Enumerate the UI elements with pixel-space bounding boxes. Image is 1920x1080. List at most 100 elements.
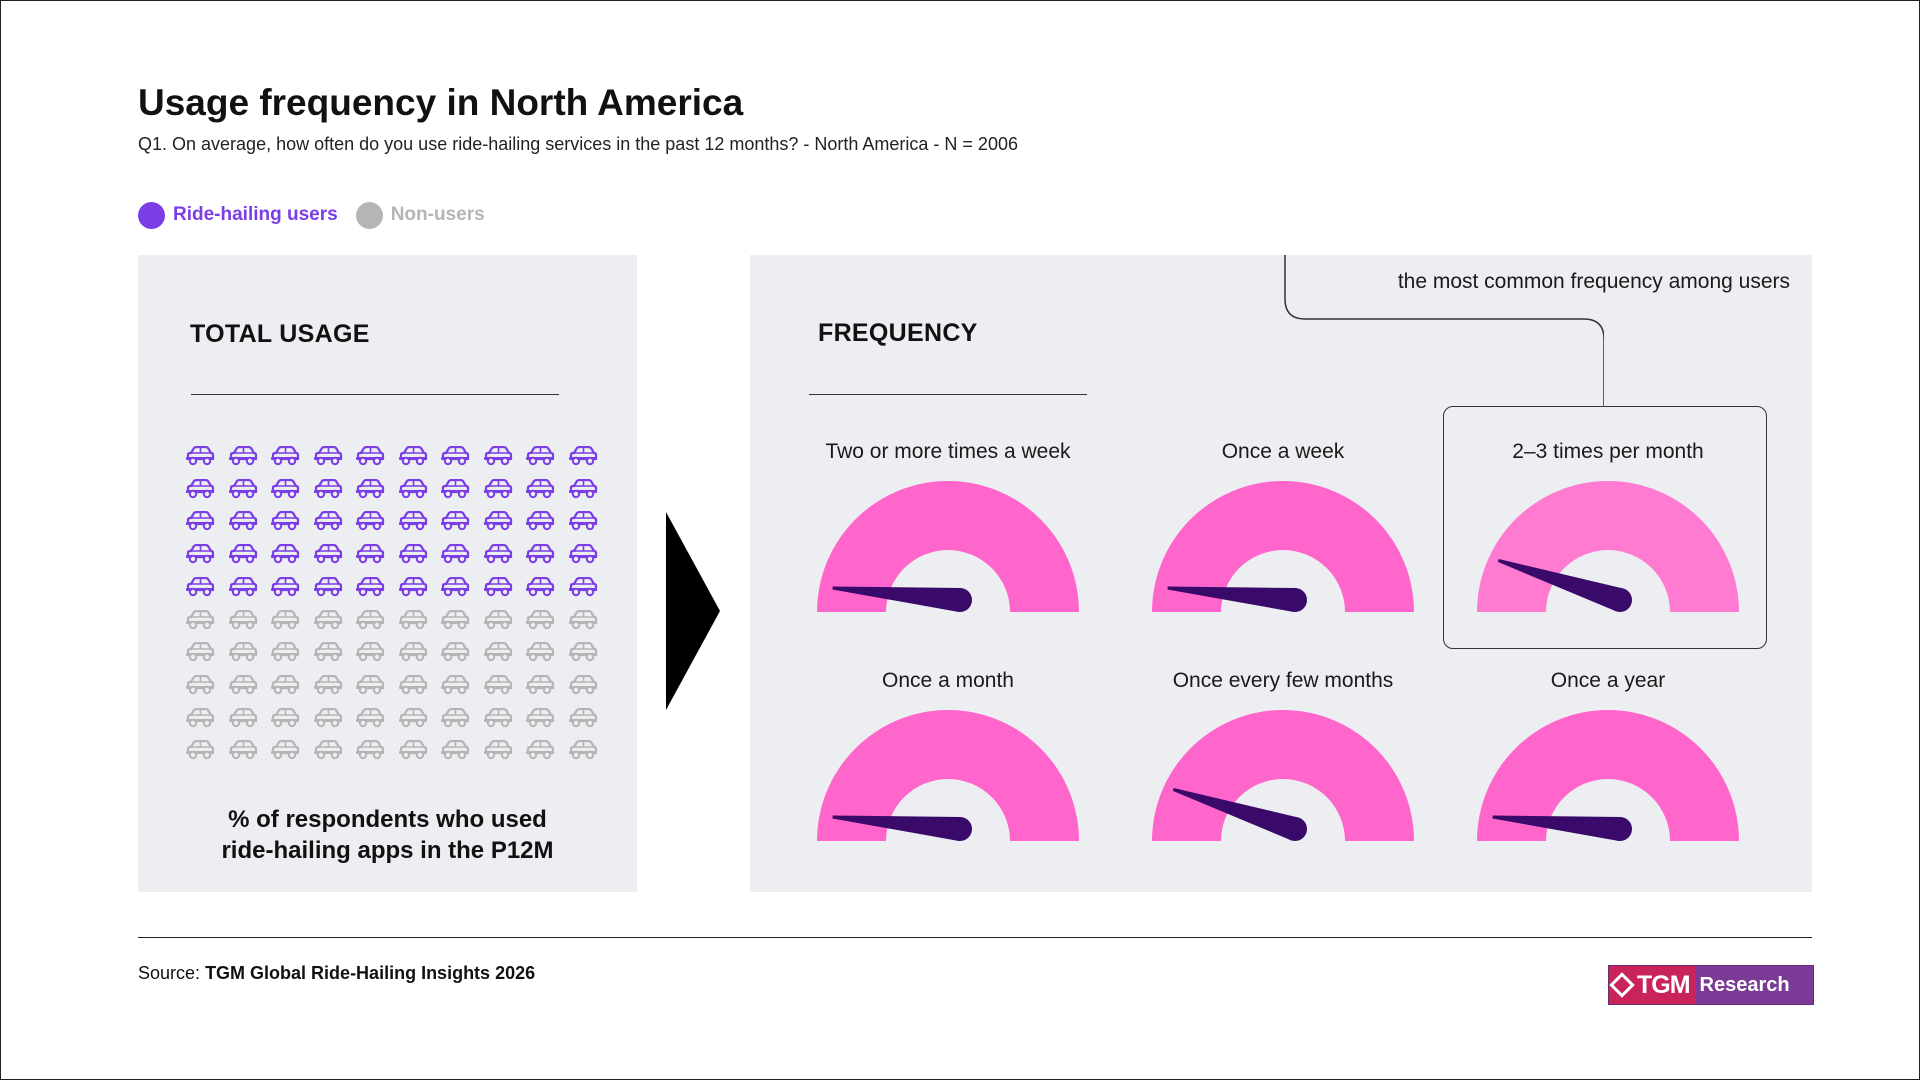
car-icon bbox=[398, 543, 428, 564]
car-icon bbox=[270, 609, 300, 630]
frequency-title: FREQUENCY bbox=[818, 319, 978, 347]
legend-dot-users bbox=[138, 201, 165, 229]
car-icon bbox=[568, 609, 598, 630]
car-icon bbox=[440, 707, 470, 728]
car-icon bbox=[398, 674, 428, 695]
car-icon bbox=[525, 576, 555, 597]
caption-line-2: ride-hailing apps in the P12M bbox=[221, 837, 554, 864]
gauge bbox=[817, 481, 1079, 612]
gauge-label: 2–3 times per month bbox=[1512, 440, 1704, 463]
caption-line-1: % of respondents who used bbox=[228, 806, 547, 833]
frequency-rule bbox=[809, 394, 1087, 395]
car-icon bbox=[228, 543, 258, 564]
highlight-box bbox=[1443, 406, 1767, 649]
car-icon bbox=[270, 511, 300, 531]
gauge-needle bbox=[1492, 815, 1622, 841]
car-icon bbox=[440, 740, 470, 760]
gauge-needle bbox=[1172, 788, 1299, 841]
car-icon bbox=[525, 445, 555, 466]
source-prefix: Source: bbox=[138, 963, 201, 983]
car-icon bbox=[440, 576, 470, 597]
gauge-label: Two or more times a week bbox=[825, 440, 1071, 463]
car-icon bbox=[398, 642, 428, 662]
car-icon bbox=[355, 543, 385, 564]
gauge-hub bbox=[1283, 588, 1307, 612]
car-icon bbox=[270, 445, 300, 466]
gauge-hub bbox=[1283, 817, 1307, 841]
car-icon bbox=[568, 511, 598, 531]
car-icon bbox=[270, 642, 300, 662]
car-icon bbox=[483, 642, 513, 662]
car-icon bbox=[185, 576, 215, 597]
car-icon bbox=[355, 576, 385, 597]
car-icon bbox=[525, 642, 555, 662]
car-icon bbox=[270, 543, 300, 564]
car-icon bbox=[185, 642, 215, 662]
car-icon bbox=[483, 707, 513, 728]
legend-label-nonusers: Non-users bbox=[390, 204, 485, 225]
car-icon bbox=[525, 674, 555, 695]
car-icon bbox=[270, 674, 300, 695]
chevron-right-icon bbox=[666, 512, 720, 710]
car-icon bbox=[355, 478, 385, 499]
car-icon bbox=[398, 609, 428, 630]
car-icon bbox=[568, 707, 598, 728]
gauge-hub bbox=[948, 817, 972, 841]
callout-text: the most common frequency among users bbox=[1397, 270, 1790, 293]
tgm-research-logo: TGM Research bbox=[1608, 965, 1814, 1005]
legend: Ride-hailing users Non-users bbox=[138, 201, 503, 229]
car-icon bbox=[568, 478, 598, 499]
car-icon bbox=[313, 642, 343, 662]
car-icon bbox=[355, 740, 385, 760]
gauge-arc bbox=[1152, 481, 1414, 612]
car-icon bbox=[185, 478, 215, 499]
car-icon bbox=[398, 445, 428, 466]
logo-right-text: Research bbox=[1695, 966, 1813, 1004]
gauge-hub bbox=[1608, 588, 1632, 612]
car-icon bbox=[483, 445, 513, 466]
car-icon bbox=[270, 478, 300, 499]
gauge-arc bbox=[817, 710, 1079, 841]
car-icon bbox=[398, 707, 428, 728]
car-icon bbox=[440, 511, 470, 531]
car-icon bbox=[525, 740, 555, 760]
car-icon bbox=[568, 674, 598, 695]
car-icon bbox=[228, 707, 258, 728]
car-icon bbox=[313, 511, 343, 531]
car-icon bbox=[568, 445, 598, 466]
gauge-needle bbox=[832, 815, 962, 841]
total-usage-title: TOTAL USAGE bbox=[190, 320, 370, 348]
legend-item-nonusers: Non-users bbox=[355, 201, 485, 229]
car-icon bbox=[313, 674, 343, 695]
car-icon bbox=[398, 576, 428, 597]
gauge-arc bbox=[1477, 710, 1739, 841]
car-icon bbox=[525, 478, 555, 499]
gauge bbox=[1477, 481, 1739, 612]
total-usage-caption: % of respondents who used ride-hailing a… bbox=[138, 804, 637, 866]
car-icon bbox=[483, 576, 513, 597]
car-icon bbox=[228, 609, 258, 630]
logo-diamond-icon bbox=[1609, 972, 1635, 998]
total-usage-panel bbox=[138, 255, 637, 892]
car-icon bbox=[440, 478, 470, 499]
car-icon bbox=[228, 740, 258, 760]
car-icon bbox=[270, 740, 300, 760]
car-icon bbox=[525, 707, 555, 728]
gauge-hub bbox=[1608, 817, 1632, 841]
car-icon bbox=[185, 445, 215, 466]
car-icon bbox=[483, 478, 513, 499]
car-icon bbox=[185, 609, 215, 630]
car-icon bbox=[483, 740, 513, 760]
car-icon bbox=[568, 543, 598, 564]
source-name: TGM Global Ride-Hailing Insights 2026 bbox=[205, 963, 536, 983]
car-icon bbox=[228, 445, 258, 466]
car-icon bbox=[228, 511, 258, 531]
legend-dot-nonusers bbox=[355, 201, 383, 229]
gauge-arc bbox=[817, 481, 1079, 612]
car-icon bbox=[483, 609, 513, 630]
gauge-hub bbox=[948, 588, 972, 612]
car-icon bbox=[355, 445, 385, 466]
car-icon bbox=[483, 674, 513, 695]
footer-rule bbox=[138, 937, 1812, 938]
car-icon bbox=[313, 445, 343, 466]
